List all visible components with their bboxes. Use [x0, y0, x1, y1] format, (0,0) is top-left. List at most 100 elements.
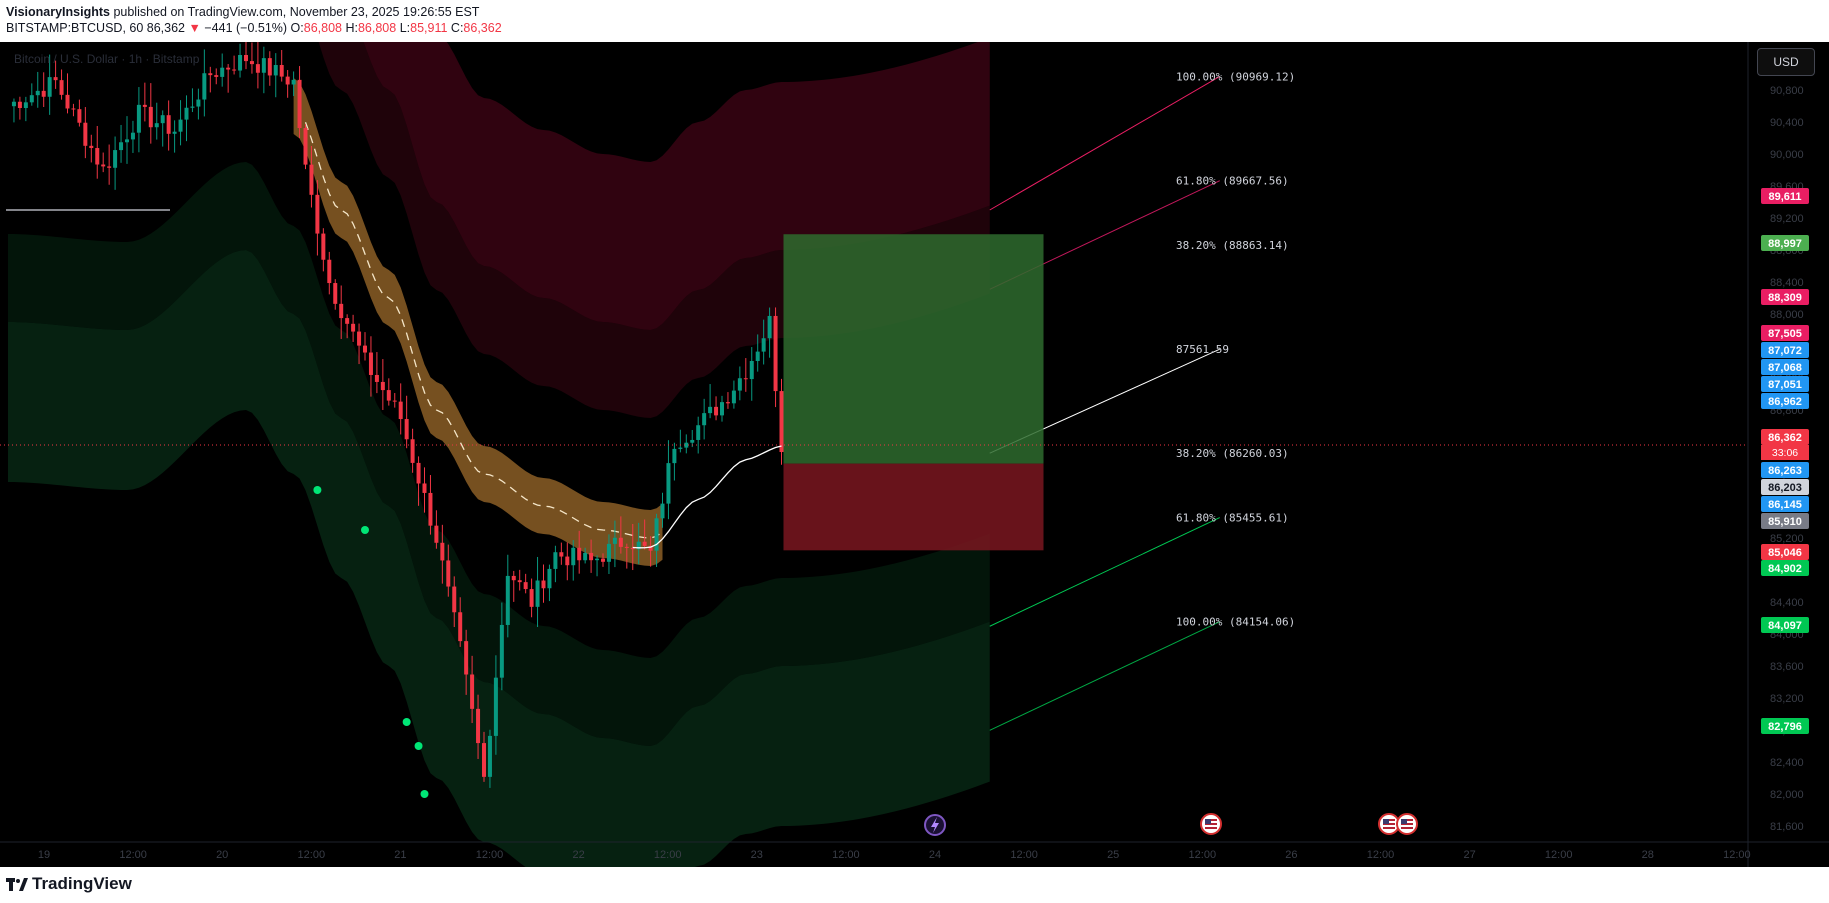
candle-body: [731, 390, 736, 404]
y-tick-label: 90,400: [1770, 117, 1804, 129]
price-axis-label: 86,962: [1768, 396, 1802, 408]
candle-body: [71, 108, 76, 110]
currency-button[interactable]: USD: [1757, 48, 1815, 76]
candle-body: [565, 556, 570, 566]
projection-lower-outer-line: [989, 621, 1220, 731]
x-tick-label: 12:00: [1545, 849, 1573, 861]
candle-body: [339, 303, 344, 319]
us-flag-canton: [1205, 819, 1211, 824]
candle-body: [595, 558, 600, 561]
price-axis-label-bg: [1761, 544, 1809, 560]
price-axis-label: 88,309: [1768, 292, 1802, 304]
x-tick-label: 25: [1107, 849, 1119, 861]
moving-average-line: [632, 445, 782, 549]
price-axis-label-bg: [1761, 479, 1809, 495]
us-flag-white-stripe: [1383, 825, 1395, 827]
signal-dot: [402, 718, 411, 726]
price-change: −441 (−0.51%): [204, 21, 288, 35]
candle-body: [690, 439, 695, 443]
candle-body: [571, 547, 576, 566]
price-axis-label: 84,902: [1768, 563, 1802, 575]
open-label: O:: [290, 21, 304, 35]
candle-body: [351, 323, 356, 332]
candle-body: [297, 79, 302, 129]
price-axis-label: 88,997: [1768, 238, 1802, 250]
tradingview-brand[interactable]: TradingView: [32, 874, 132, 893]
publish-info: published on TradingView.com, November 2…: [113, 5, 480, 19]
y-tick-label: 88,400: [1770, 277, 1804, 289]
candle-body: [363, 345, 367, 353]
candle-body: [17, 101, 22, 108]
price-axis-label-bg: [1761, 513, 1809, 529]
candle-body: [208, 73, 213, 76]
us-flag-canton: [1383, 819, 1389, 824]
fib-level-label: 61.80% (85455.61): [1176, 512, 1289, 525]
basis-band: [293, 78, 663, 566]
price-axis-label: 87,051: [1768, 379, 1802, 391]
candle-body: [446, 560, 451, 587]
candle-body: [226, 67, 231, 70]
price-axis-label-bg: [1761, 429, 1809, 445]
candle-body: [696, 425, 701, 440]
fib-level-label: 100.00% (84154.06): [1176, 616, 1295, 629]
price-axis-label: 84,097: [1768, 620, 1802, 632]
price-axis-label-bg: [1761, 718, 1809, 734]
publish-line: VisionaryInsights published on TradingVi…: [6, 4, 502, 20]
high-label: H:: [345, 21, 358, 35]
candle-body: [35, 90, 40, 96]
price-axis-label-bg: [1761, 188, 1809, 204]
author-name[interactable]: VisionaryInsights: [6, 5, 110, 19]
candle-body: [178, 119, 183, 132]
candle-body: [160, 115, 165, 124]
candle-body: [357, 331, 362, 346]
candle-body: [89, 145, 94, 149]
candle-body: [553, 552, 558, 569]
countdown-label-bg: [1761, 445, 1809, 460]
us-flag-event-icon: [1200, 813, 1222, 835]
x-tick-label: 27: [1463, 849, 1475, 861]
projection-upper-line: [989, 76, 1221, 211]
x-tick-label: 12:00: [654, 849, 682, 861]
tradingview-logo-icon: [6, 877, 28, 891]
candle-body: [529, 589, 534, 607]
candle-body: [577, 547, 582, 561]
fib-level-label: 100.00% (90969.12): [1176, 70, 1295, 83]
us-flag-canton: [1401, 819, 1407, 824]
candle-body: [184, 107, 189, 120]
candle-body: [232, 69, 237, 71]
candle-body: [202, 73, 207, 100]
candle-body: [303, 128, 308, 165]
candle-body: [125, 139, 129, 143]
candle-body: [523, 582, 528, 590]
price-axis-label: 85,910: [1768, 516, 1802, 528]
symbol-name[interactable]: BITSTAMP:BTCUSD, 60: [6, 21, 144, 35]
candle-body: [559, 552, 564, 557]
candle-body: [583, 552, 588, 561]
candle-body: [23, 102, 28, 108]
candle-body: [368, 352, 373, 375]
candle-body: [398, 401, 403, 420]
us-flag-white-stripe: [1401, 825, 1413, 827]
candle-body: [636, 541, 641, 550]
y-tick-label: 89,200: [1770, 213, 1804, 225]
candle-body: [505, 575, 510, 625]
candle-body: [452, 586, 457, 613]
fib-level-label: 38.20% (88863.14): [1176, 239, 1289, 252]
x-tick-label: 21: [394, 849, 406, 861]
lightning-event-icon: [924, 814, 946, 836]
candle-body: [130, 132, 135, 140]
price-axis-label: 87,068: [1768, 362, 1802, 374]
candle-body: [261, 58, 266, 73]
candle-body: [279, 65, 284, 77]
candle-body: [29, 95, 34, 103]
candle-body: [315, 194, 320, 234]
candle-body: [53, 77, 58, 81]
candle-body: [416, 462, 421, 484]
price-axis-label-bg: [1761, 359, 1809, 375]
candle-body: [476, 708, 481, 744]
candle-body: [291, 79, 296, 85]
price-axis-label: 85,046: [1768, 547, 1802, 559]
price-axis-label: 87,072: [1768, 345, 1802, 357]
